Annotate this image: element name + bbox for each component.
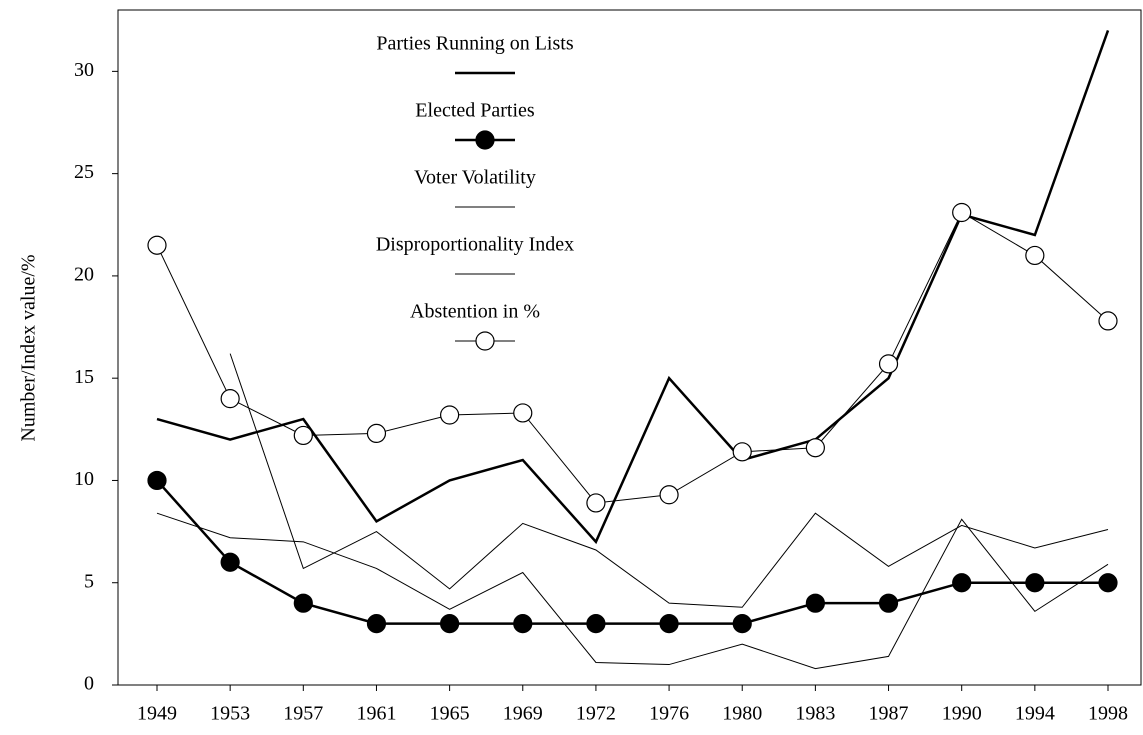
x-tick-label: 1949 [137, 703, 177, 725]
x-tick-label: 1961 [356, 703, 396, 725]
series-marker [952, 202, 972, 223]
x-tick-label: 1953 [210, 703, 250, 725]
series-marker [659, 485, 679, 505]
x-tick-label: 1976 [649, 703, 689, 725]
series-marker [586, 493, 606, 513]
series-marker [1098, 573, 1118, 593]
series-marker [878, 354, 899, 374]
series-marker [878, 593, 899, 613]
y-tick-label: 30 [74, 59, 94, 81]
y-tick-label: 15 [74, 366, 94, 388]
legend-marker [475, 130, 495, 150]
x-tick-label: 1990 [942, 703, 982, 725]
plot-frame [117, 9, 1142, 686]
series-marker [732, 614, 752, 634]
series-marker [1025, 573, 1045, 593]
y-tick-label: 10 [74, 468, 94, 490]
x-tick-label: 1957 [283, 703, 323, 725]
x-tick-label: 1994 [1015, 703, 1055, 725]
legend-label: Voter Volatility [414, 167, 536, 189]
series-marker [952, 573, 972, 593]
series-marker [513, 614, 533, 634]
series-marker [440, 614, 460, 634]
series-marker [293, 425, 313, 446]
series-marker [220, 552, 240, 572]
series-marker [220, 389, 240, 409]
legend-label: Parties Running on Lists [376, 33, 573, 55]
y-tick-label: 5 [84, 570, 94, 592]
series-marker [293, 593, 313, 613]
legend-marker [475, 331, 495, 351]
series-marker [147, 470, 167, 491]
series-marker [366, 423, 387, 444]
x-tick-label: 1972 [576, 703, 616, 725]
x-tick-label: 1983 [795, 703, 835, 725]
legend-label: Disproportionality Index [376, 234, 574, 256]
y-axis-label: Number/Index value/% [18, 254, 40, 441]
series-line [156, 211, 1109, 504]
x-tick-label: 1987 [869, 703, 909, 725]
y-tick-label: 25 [74, 161, 94, 183]
y-tick-label: 20 [74, 264, 94, 286]
series-marker [366, 614, 387, 634]
series-marker [147, 235, 167, 255]
legend-label: Elected Parties [415, 100, 535, 122]
x-tick-label: 1980 [722, 703, 762, 725]
x-tick-label: 1969 [503, 703, 543, 725]
series-line [229, 353, 1109, 608]
series-line [156, 30, 1110, 545]
series-marker [732, 442, 752, 462]
series-marker [1098, 311, 1118, 331]
series-marker [659, 614, 679, 634]
legend-label: Abstention in % [410, 301, 540, 323]
series-marker [513, 403, 533, 423]
x-tick-label: 1998 [1088, 703, 1128, 725]
series-marker [440, 405, 460, 425]
series-marker [1025, 245, 1045, 266]
y-tick-label: 0 [84, 673, 94, 695]
series-line [156, 512, 1109, 670]
series-marker [805, 593, 825, 613]
series-marker [805, 438, 825, 458]
series-marker [586, 614, 606, 634]
series-line [156, 479, 1108, 625]
x-tick-label: 1965 [430, 703, 470, 725]
